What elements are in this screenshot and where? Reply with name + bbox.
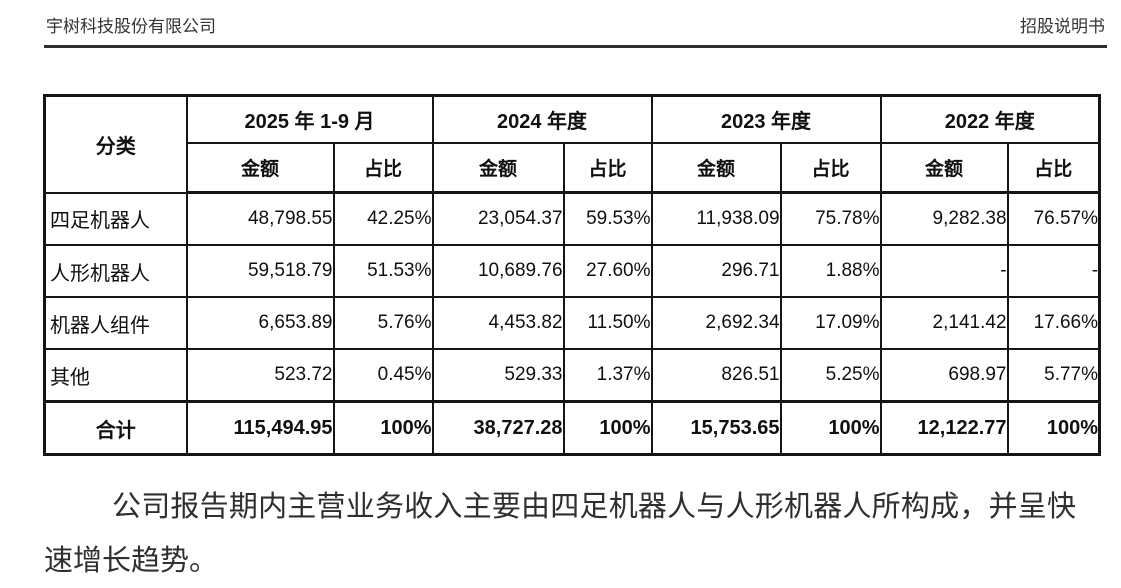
cell-ratio: - bbox=[1006, 244, 1101, 298]
revenue-table: 分类 2025 年 1-9 月 2024 年度 2023 年度 2022 年度 … bbox=[43, 94, 1102, 456]
table-row-total: 合计 115,494.95 100% 38,727.28 100% 15,753… bbox=[43, 400, 1101, 456]
cell-amount: 59,518.79 bbox=[185, 244, 335, 298]
row-label-total: 合计 bbox=[43, 400, 188, 456]
cell-amount: 48,798.55 bbox=[185, 191, 335, 246]
body-paragraph: 公司报告期内主营业务收入主要由四足机器人与人形机器人所构成，并呈快速增长趋势。 bbox=[44, 491, 1076, 577]
col-subheader-ratio-2024: 占比 bbox=[562, 142, 653, 194]
table-row-other: 其他 523.72 0.45% 529.33 1.37% 826.51 5.25… bbox=[43, 348, 1101, 403]
cell-ratio: 5.25% bbox=[779, 348, 882, 403]
cell-ratio: 27.60% bbox=[562, 244, 653, 298]
cell-ratio: 100% bbox=[779, 400, 882, 456]
cell-amount: 4,453.82 bbox=[431, 296, 565, 350]
cell-amount: 23,054.37 bbox=[431, 191, 565, 246]
cell-ratio: 100% bbox=[332, 400, 434, 456]
cell-amount: 2,692.34 bbox=[650, 296, 782, 350]
cell-ratio: 100% bbox=[1006, 400, 1101, 456]
col-header-period-2025: 2025 年 1-9 月 bbox=[185, 94, 434, 144]
cell-ratio: 11.50% bbox=[562, 296, 653, 350]
cell-ratio: 1.88% bbox=[779, 244, 882, 298]
cell-ratio: 17.66% bbox=[1006, 296, 1101, 350]
table-row-humanoid: 人形机器人 59,518.79 51.53% 10,689.76 27.60% … bbox=[43, 244, 1101, 298]
col-subheader-amount-2024: 金额 bbox=[431, 142, 565, 194]
cell-ratio: 42.25% bbox=[332, 191, 434, 246]
col-subheader-amount-2023: 金额 bbox=[650, 142, 782, 194]
cell-ratio: 17.09% bbox=[779, 296, 882, 350]
cell-amount: 10,689.76 bbox=[431, 244, 565, 298]
cell-ratio: 0.45% bbox=[332, 348, 434, 403]
col-subheader-ratio-2022: 占比 bbox=[1006, 142, 1101, 194]
company-name: 宇树科技股份有限公司 bbox=[46, 17, 216, 36]
col-subheader-amount-2022: 金额 bbox=[879, 142, 1009, 194]
cell-amount: - bbox=[879, 244, 1009, 298]
cell-amount: 296.71 bbox=[650, 244, 782, 298]
cell-amount: 529.33 bbox=[431, 348, 565, 403]
cell-ratio: 5.77% bbox=[1006, 348, 1101, 403]
table-row-components: 机器人组件 6,653.89 5.76% 4,453.82 11.50% 2,6… bbox=[43, 296, 1101, 350]
col-subheader-amount-2025: 金额 bbox=[185, 142, 335, 194]
cell-amount: 9,282.38 bbox=[879, 191, 1009, 246]
col-subheader-ratio-2023: 占比 bbox=[779, 142, 882, 194]
cell-ratio: 75.78% bbox=[779, 191, 882, 246]
doc-type-label: 招股说明书 bbox=[1020, 17, 1105, 36]
cell-amount: 38,727.28 bbox=[431, 400, 565, 456]
cell-ratio: 76.57% bbox=[1006, 191, 1101, 246]
cell-amount: 15,753.65 bbox=[650, 400, 782, 456]
row-label: 其他 bbox=[43, 348, 188, 403]
cell-amount: 523.72 bbox=[185, 348, 335, 403]
cell-amount: 12,122.77 bbox=[879, 400, 1009, 456]
cell-amount: 115,494.95 bbox=[185, 400, 335, 456]
cell-ratio: 5.76% bbox=[332, 296, 434, 350]
cell-amount: 2,141.42 bbox=[879, 296, 1009, 350]
row-label: 机器人组件 bbox=[43, 296, 188, 350]
col-header-category: 分类 bbox=[43, 94, 188, 194]
table-row-quadruped: 四足机器人 48,798.55 42.25% 23,054.37 59.53% … bbox=[43, 191, 1101, 246]
cell-amount: 826.51 bbox=[650, 348, 782, 403]
row-label: 四足机器人 bbox=[43, 191, 188, 246]
col-header-period-2024: 2024 年度 bbox=[431, 94, 653, 144]
col-subheader-ratio-2025: 占比 bbox=[332, 142, 434, 194]
table-header-periods: 分类 2025 年 1-9 月 2024 年度 2023 年度 2022 年度 bbox=[43, 94, 1101, 194]
col-header-period-2022: 2022 年度 bbox=[879, 94, 1101, 144]
cell-ratio: 1.37% bbox=[562, 348, 653, 403]
cell-amount: 698.97 bbox=[879, 348, 1009, 403]
cell-ratio: 59.53% bbox=[562, 191, 653, 246]
row-label: 人形机器人 bbox=[43, 244, 188, 298]
table-header-subcolumns: 金额 占比 金额 占比 金额 占比 金额 占比 bbox=[45, 142, 1101, 194]
cell-amount: 6,653.89 bbox=[185, 296, 335, 350]
page-header: 宇树科技股份有限公司 招股说明书 bbox=[44, 0, 1107, 48]
cell-ratio: 100% bbox=[562, 400, 653, 456]
cell-ratio: 51.53% bbox=[332, 244, 434, 298]
col-header-period-2023: 2023 年度 bbox=[650, 94, 882, 144]
cell-amount: 11,938.09 bbox=[650, 191, 782, 246]
